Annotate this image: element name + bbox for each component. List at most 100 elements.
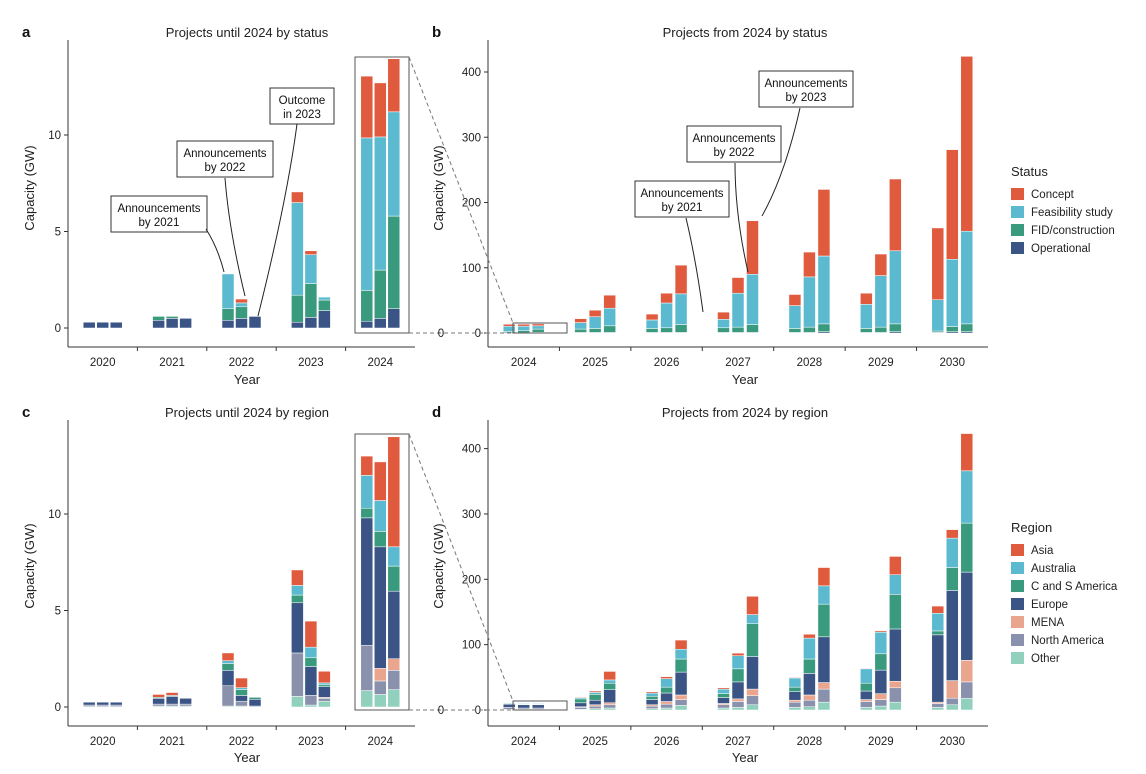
chart-title: Projects until 2024 by status: [166, 25, 329, 40]
bar-segment-concept: [874, 253, 888, 276]
bar-segment-feasibility-study: [788, 305, 802, 329]
bar-segment-concept: [731, 277, 745, 294]
chart-title: Projects from 2024 by status: [663, 25, 828, 40]
bar-segment-other: [889, 701, 902, 711]
annotation-leader: [224, 177, 246, 297]
bar-segment-concept: [788, 294, 802, 306]
annotation-text: by 2021: [139, 217, 180, 229]
annotation-box: [269, 87, 335, 125]
y-tick-label: 10: [48, 509, 61, 521]
bar-segment-feasibility-study: [960, 230, 974, 325]
annotation-a-2022: Announcements by 2022: [176, 140, 274, 178]
bar-segment-c-and-s-america: [674, 658, 688, 673]
bar-segment-concept: [360, 75, 374, 139]
bar-segment-australia: [717, 688, 730, 694]
bar-segment-other: [931, 707, 945, 711]
bar-segment-fid-construction: [574, 328, 587, 333]
bar-segment-fid-construction: [674, 324, 688, 333]
bar-segment-australia: [531, 703, 545, 705]
bar-segment-europe: [731, 681, 745, 700]
bar-segment-mena: [746, 688, 759, 696]
bar-segment-feasibility-study: [374, 136, 387, 271]
bar-segment-fid-construction: [360, 290, 374, 322]
y-tick-label: 300: [462, 509, 481, 521]
bar-segment-c-and-s-america: [660, 686, 673, 694]
bar-segment-north-america: [304, 695, 318, 706]
bar-segment-c-and-s-america: [746, 623, 759, 657]
bar-segment-north-america: [574, 707, 587, 710]
annotation-text: Announcements: [117, 203, 200, 215]
annotation-text: by 2023: [786, 92, 827, 104]
zoom-box: [354, 433, 410, 711]
bar-segment-feasibility-study: [291, 202, 304, 296]
bar-segment-north-america: [179, 703, 192, 707]
bar-segment-asia: [588, 690, 602, 693]
bar-segment-fid-construction: [304, 283, 318, 318]
bar-segment-north-america: [817, 688, 831, 703]
bar-segment-feasibility-study: [717, 319, 730, 329]
bar-segment-c-and-s-america: [803, 658, 816, 674]
bar-segment-c-and-s-america: [889, 594, 902, 630]
bar-segment-fid-construction: [588, 328, 602, 333]
bar-segment-other: [817, 701, 831, 711]
bar-segment-europe: [165, 696, 179, 705]
x-tick-label: 2028: [797, 736, 823, 748]
panel-letter: a: [22, 24, 31, 41]
bar-segment-feasibility-study: [931, 299, 945, 332]
bar-segment-fid-construction: [731, 326, 745, 333]
x-axis-label: Year: [234, 750, 261, 765]
bar-segment-mena: [817, 682, 831, 690]
bar-segment-operational: [235, 318, 248, 329]
panel-d: d Projects from 2024 by region 0 100 200 300 4…: [431, 404, 988, 765]
bar-segment-asia: [717, 687, 730, 690]
bar-segment-north-america: [788, 701, 802, 708]
zoom-connector: [408, 433, 514, 702]
bar-segment-europe: [860, 690, 873, 700]
bar-segment-north-america: [152, 703, 165, 707]
bar-segment-c-and-s-america: [248, 697, 262, 700]
bar-segment-feasibility-study: [318, 296, 331, 301]
bar-segment-concept: [931, 227, 945, 300]
legend-label: C and S America: [1031, 581, 1118, 593]
legend-label: FID/construction: [1031, 225, 1115, 237]
bar-segment-feasibility-study: [889, 250, 902, 325]
bar-segment-feasibility-study: [531, 325, 545, 330]
bar-segment-australia: [803, 637, 816, 660]
bar-segment-mena: [889, 680, 902, 689]
bar-segment-australia: [221, 660, 235, 664]
bar-segment-concept: [502, 324, 516, 327]
bar-segment-c-and-s-america: [645, 696, 659, 700]
bar-segment-europe: [152, 698, 165, 705]
bar-segment-other: [360, 690, 374, 708]
bar-segment-mena: [946, 680, 959, 699]
bar-segment-c-and-s-america: [588, 694, 602, 701]
bar-segment-north-america: [674, 699, 688, 706]
bar-segment-fid-construction: [165, 316, 179, 319]
x-tick-label: 2021: [159, 736, 185, 748]
bar-segment-asia: [221, 652, 235, 661]
bar-segment-australia: [374, 500, 387, 532]
legend-label: Operational: [1031, 243, 1090, 255]
bar-segment-europe: [660, 692, 673, 702]
zoom-zero: 0: [438, 705, 444, 717]
bar-segment-other: [374, 694, 387, 708]
bar-segment-feasibility-study: [803, 276, 816, 328]
zoom-connector: [408, 56, 514, 324]
bar-segment-concept: [588, 309, 602, 317]
bar-segment-mena: [788, 699, 802, 703]
bar-segment-australia: [517, 703, 530, 705]
x-tick-label: 2024: [511, 357, 537, 369]
x-axis-label: Year: [234, 372, 261, 387]
bar-segment-europe: [803, 673, 816, 696]
legend-swatch: [1011, 188, 1024, 200]
bar-segment-fid-construction: [889, 323, 902, 332]
x-tick-label: 2030: [939, 736, 965, 748]
bar-segment-north-america: [960, 681, 974, 699]
bar-segment-australia: [603, 679, 616, 684]
bar-segment-operational: [221, 320, 235, 329]
bar-segment-operational: [165, 318, 179, 329]
bar-segment-europe: [603, 689, 616, 704]
annotation-leader: [685, 217, 704, 313]
bar-segment-feasibility-study: [645, 319, 659, 329]
bar-segment-australia: [360, 475, 374, 509]
